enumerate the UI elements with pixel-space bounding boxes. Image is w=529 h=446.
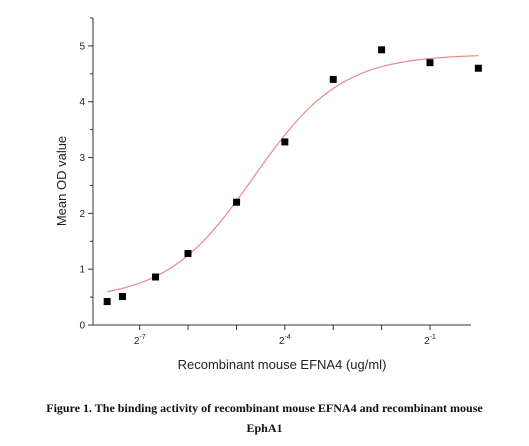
plot-area [103,46,482,306]
x-axis-label: Recombinant mouse EFNA4 (ug/ml) [178,357,387,372]
data-point [378,46,386,54]
axes: 0 1 2 3 4 5 2-7 2-4 2-1 [79,17,471,347]
caption-line-2: EphA1 [246,421,283,435]
fit-curve [107,55,479,293]
figure-caption: Figure 1. The binding activity of recomb… [0,398,529,438]
data-point [103,298,111,306]
y-tick-label: 4 [79,97,85,108]
data-point [329,75,337,83]
data-point [184,250,192,258]
data-point [426,59,434,67]
data-point [233,198,241,206]
y-tick-label: 2 [79,209,85,220]
y-tick-label: 5 [79,41,85,52]
data-point [474,64,482,72]
y-tick-label: 1 [79,265,85,276]
caption-line-1: Figure 1. The binding activity of recomb… [46,401,483,415]
x-tick-label: 2-7 [134,334,146,347]
y-tick-label: 0 [79,321,85,332]
y-tick-label: 3 [79,153,85,164]
x-tick-label: 2-4 [279,334,291,347]
data-point [118,293,126,301]
data-point [152,273,160,281]
x-tick-label: 2-1 [424,334,436,347]
y-axis-label: Mean OD value [54,136,69,226]
data-point [281,138,289,146]
binding-activity-chart: 0 1 2 3 4 5 2-7 2-4 2-1 Recombinant mouse EFNA4 … [54,17,482,372]
